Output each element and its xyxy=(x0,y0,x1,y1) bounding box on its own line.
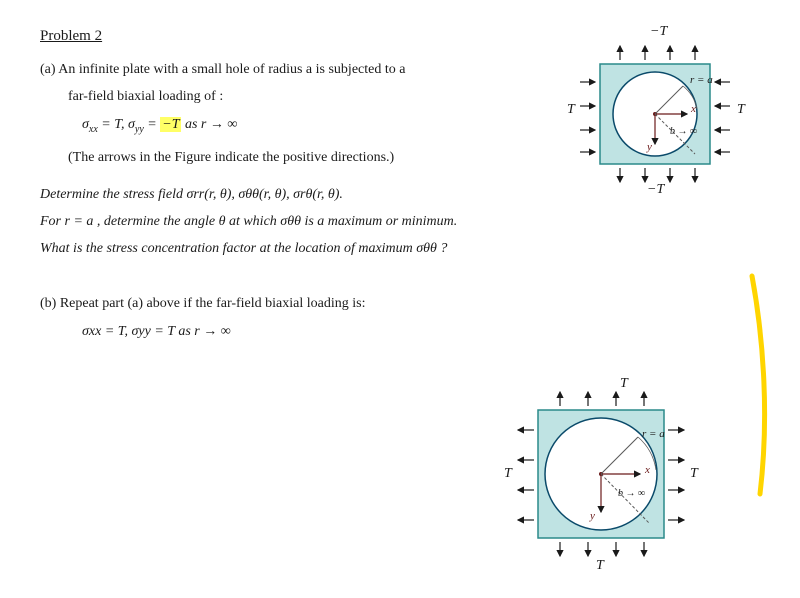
figB-top-label: T xyxy=(620,376,628,392)
part-a-q3: What is the stress concentration factor … xyxy=(40,238,570,259)
figA-r-eq: r = a xyxy=(690,74,713,86)
annotation-stroke xyxy=(742,270,782,500)
figA-top-label: −T xyxy=(650,24,667,40)
eq-sigma: σ xyxy=(82,117,89,132)
figB-left-label: T xyxy=(504,466,512,482)
figA-x: x xyxy=(691,103,696,115)
figB-binf: b → ∞ xyxy=(618,488,645,499)
figB-r-eq: r = a xyxy=(642,428,665,440)
part-b-equation: σxx = T, σyy = T as r → ∞ xyxy=(40,324,500,340)
figure-b: T T T T r = a x y b → ∞ xyxy=(490,380,710,580)
part-a-equation: σxx = T, σyy = −T as r → ∞ xyxy=(40,117,570,135)
part-a-paren: (The arrows in the Figure indicate the p… xyxy=(40,147,570,168)
eq-highlight: −T xyxy=(160,117,181,132)
figA-left-label: T xyxy=(567,102,575,118)
eq-xx: xx xyxy=(89,124,98,135)
eq-yy: yy xyxy=(135,124,144,135)
part-a-q2: For r = a , determine the angle θ at whi… xyxy=(40,211,570,232)
eq-mid2: = xyxy=(144,117,160,132)
part-a-line1: (a) An infinite plate with a small hole … xyxy=(40,59,570,80)
part-b-block: (b) Repeat part (a) above if the far-fie… xyxy=(40,293,500,340)
part-b-line1: (b) Repeat part (a) above if the far-fie… xyxy=(40,293,500,314)
figB-x: x xyxy=(645,464,650,476)
eq-tail: as r → ∞ xyxy=(181,117,237,132)
figA-bottom-label: −T xyxy=(647,182,664,198)
part-b-eq: σxx = T, σyy = T as r → ∞ xyxy=(82,324,231,339)
figB-y: y xyxy=(590,510,595,522)
figB-bottom-label: T xyxy=(596,558,604,574)
figA-binf: b → ∞ xyxy=(670,126,697,137)
part-a-block: (a) An infinite plate with a small hole … xyxy=(40,59,570,259)
part-a-q1: Determine the stress field σrr(r, θ), σθ… xyxy=(40,184,570,205)
eq-mid1: = T, σ xyxy=(98,117,135,132)
figA-y: y xyxy=(647,141,652,153)
figA-right-label: T xyxy=(737,102,745,118)
figure-a: −T T T −T r = a x y b → ∞ xyxy=(555,34,755,194)
part-a-line2: far-field biaxial loading of : xyxy=(40,86,570,107)
figB-right-label: T xyxy=(690,466,698,482)
